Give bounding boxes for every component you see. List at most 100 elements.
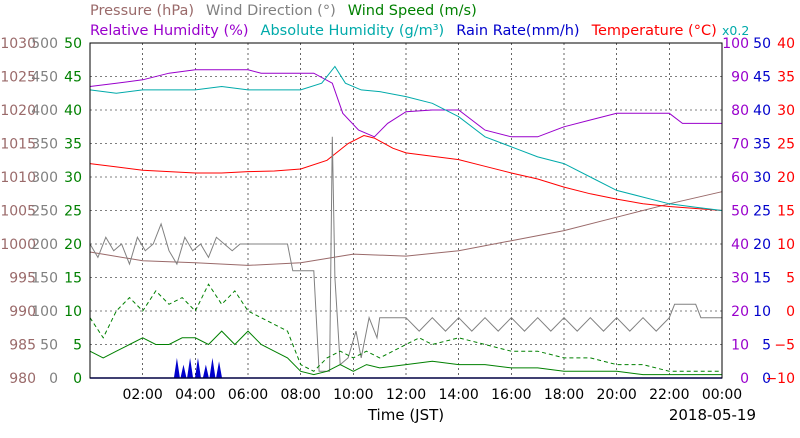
pressure-tick-label: 1025 bbox=[0, 70, 36, 86]
temperature-c-series bbox=[89, 134, 723, 211]
pressure-tick-label: 990 bbox=[9, 304, 36, 320]
humidity-tick-label: 10 bbox=[731, 338, 749, 354]
pressure-tick-label: 1015 bbox=[0, 137, 36, 153]
temperature-tick-label: 15 bbox=[777, 204, 795, 220]
humidity-tick-label: 90 bbox=[731, 70, 749, 86]
pressure-tick-label: 1030 bbox=[0, 36, 36, 52]
legend-item: Temperature (°C) bbox=[591, 23, 717, 39]
pressure-tick-label: 1000 bbox=[0, 237, 36, 253]
x-tick-label: 16:00 bbox=[491, 387, 531, 403]
rain_rate-tick-label: 35 bbox=[753, 137, 771, 153]
wind_speed-tick-label: 35 bbox=[64, 137, 82, 153]
rain_rate-tick-label: 30 bbox=[753, 170, 771, 186]
rain_rate-tick-label: 0 bbox=[762, 371, 771, 387]
legend-row-1: Pressure (hPa) Wind Direction (°) Wind Spe… bbox=[90, 3, 477, 19]
wind_direction-tick-label: 250 bbox=[31, 204, 58, 220]
pressure-tick-label: 995 bbox=[9, 271, 36, 287]
humidity-tick-label: 100 bbox=[722, 36, 749, 52]
wind_speed-tick-label: 0 bbox=[73, 371, 82, 387]
legend: Pressure (hPa) Wind Direction (°) Wind Spe… bbox=[90, 3, 749, 39]
temperature-tick-label: 20 bbox=[777, 170, 795, 186]
wind_direction-tick-label: 500 bbox=[31, 36, 58, 52]
pressure-tick-label: 985 bbox=[9, 338, 36, 354]
x-tick-label: 04:00 bbox=[175, 387, 215, 403]
plot-frame bbox=[89, 42, 723, 379]
pressure-tick-label: 1005 bbox=[0, 204, 36, 220]
temperature-tick-label: 5 bbox=[786, 271, 795, 287]
wind_speed-tick-label: 10 bbox=[64, 304, 82, 320]
x-tick-label: 02:00 bbox=[122, 387, 162, 403]
wind_speed-tick-label: 15 bbox=[64, 271, 82, 287]
humidity-tick-label: 0 bbox=[740, 371, 749, 387]
temperature-tick-label: 40 bbox=[777, 36, 795, 52]
legend-item: Rain Rate(mm/h) bbox=[456, 23, 579, 39]
temperature-tick-label: −10 bbox=[765, 371, 795, 387]
humidity-tick-label: 50 bbox=[731, 204, 749, 220]
pressure-hpa-series bbox=[89, 191, 723, 266]
wind_direction-tick-label: 350 bbox=[31, 137, 58, 153]
wind-direction-series bbox=[89, 136, 722, 372]
temperature-tick-label: 35 bbox=[777, 70, 795, 86]
wind_speed-tick-label: 20 bbox=[64, 237, 82, 253]
legend-item: Wind Direction (°) bbox=[206, 3, 336, 19]
right-axes: 1009080706050403020100504540353025201510… bbox=[722, 36, 795, 387]
wind_direction-tick-label: 400 bbox=[31, 103, 58, 119]
temperature-tick-label: 10 bbox=[777, 237, 795, 253]
legend-item: Wind Speed (m/s) bbox=[348, 3, 477, 19]
legend-item: Absolute Humidity (g/m³) bbox=[261, 23, 445, 39]
humidity-tick-label: 30 bbox=[731, 271, 749, 287]
wind_direction-tick-label: 100 bbox=[31, 304, 58, 320]
rain-spike bbox=[173, 357, 180, 378]
x-tick-label: 08:00 bbox=[280, 387, 320, 403]
pressure-tick-label: 1020 bbox=[0, 103, 36, 119]
relative-humidity-series bbox=[89, 69, 722, 138]
grid bbox=[90, 43, 722, 378]
rain-spike bbox=[209, 357, 216, 378]
x-tick-label: 10:00 bbox=[333, 387, 373, 403]
rain_rate-tick-label: 15 bbox=[753, 271, 771, 287]
wind_direction-tick-label: 200 bbox=[31, 237, 58, 253]
rain-spike bbox=[187, 357, 194, 378]
x-tick-label: 06:00 bbox=[228, 387, 268, 403]
legend-item: Relative Humidity (%) bbox=[90, 23, 249, 39]
rain-spike bbox=[202, 364, 209, 378]
x-tick-label: 14:00 bbox=[438, 387, 478, 403]
wind_direction-tick-label: 0 bbox=[49, 371, 58, 387]
rain_rate-tick-label: 40 bbox=[753, 103, 771, 119]
wind_speed-tick-label: 25 bbox=[64, 204, 82, 220]
x-tick-label: 22:00 bbox=[649, 387, 689, 403]
humidity-tick-label: 60 bbox=[731, 170, 749, 186]
pressure-tick-label: 1010 bbox=[0, 170, 36, 186]
x-axis-title: Time (JST) bbox=[367, 406, 444, 424]
legend-item: Pressure (hPa) bbox=[90, 3, 194, 19]
humidity-tick-label: 40 bbox=[731, 237, 749, 253]
temperature-tick-label: −5 bbox=[774, 338, 795, 354]
pressure-tick-label: 980 bbox=[9, 371, 36, 387]
wind_speed-tick-label: 30 bbox=[64, 170, 82, 186]
rain_rate-tick-label: 45 bbox=[753, 70, 771, 86]
x-tick-label: 18:00 bbox=[544, 387, 584, 403]
chart-date: 2018-05-19 bbox=[669, 406, 756, 424]
humidity-tick-label: 70 bbox=[731, 137, 749, 153]
wind_direction-tick-label: 450 bbox=[31, 70, 58, 86]
wind_speed-tick-label: 5 bbox=[73, 338, 82, 354]
absolute-humidity-g-m-series bbox=[89, 65, 723, 211]
x-tick-label: 12:00 bbox=[386, 387, 426, 403]
humidity-tick-label: 80 bbox=[731, 103, 749, 119]
wind_direction-tick-label: 150 bbox=[31, 271, 58, 287]
legend-scale-note: x0.2 bbox=[722, 23, 749, 38]
wind-speed-gust-m-s-series bbox=[89, 283, 722, 372]
wind_direction-tick-label: 50 bbox=[40, 338, 58, 354]
rain_rate-tick-label: 20 bbox=[753, 237, 771, 253]
x-tick-label: 00:00 bbox=[702, 387, 742, 403]
rain-spike bbox=[180, 364, 187, 378]
left-axes: 1030102510201015101010051000995990985980… bbox=[0, 36, 82, 387]
temperature-tick-label: 0 bbox=[786, 304, 795, 320]
temperature-tick-label: 30 bbox=[777, 103, 795, 119]
wind_speed-tick-label: 50 bbox=[64, 36, 82, 52]
rain-spike bbox=[216, 361, 223, 378]
x-axis: 02:00 04:00 06:00 08:00 10:00 12:00 14:00 16:00… bbox=[122, 387, 756, 424]
wind_speed-tick-label: 40 bbox=[64, 103, 82, 119]
